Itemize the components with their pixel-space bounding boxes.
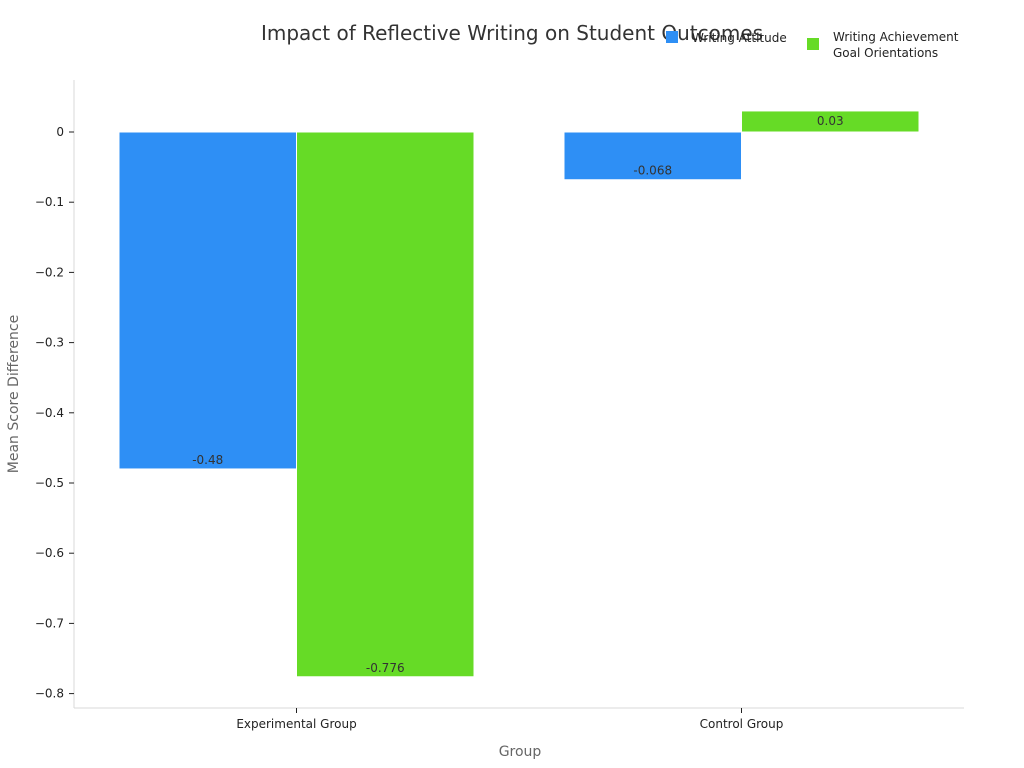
x-tick-label-control-group: Control Group <box>700 717 784 731</box>
y-tick-label: −0.2 <box>35 265 64 279</box>
legend-swatch-writing-achievement-goal-orientations <box>807 38 819 50</box>
y-axis-title: Mean Score Difference <box>6 315 22 473</box>
data-labels-group: -0.48 -0.068 -0.776 0.03 <box>192 114 843 675</box>
x-ticks-group: Experimental Group Control Group <box>236 708 783 731</box>
bar-control-group-writing-attitude <box>563 131 742 181</box>
data-label-control-group-writing-achievement-goal-orientations: 0.03 <box>817 114 844 128</box>
legend-label-writing-achievement-goal-orientations: Writing Achievement Goal Orientations <box>833 30 959 60</box>
bars-group <box>118 110 920 678</box>
bar-control-group-writing-achievement-goal-orientations <box>741 110 920 133</box>
legend-label-writing-attitude: Writing Attitude <box>692 31 787 45</box>
bar-experimental-group-writing-achievement-goal-orientations <box>296 131 475 678</box>
legend-swatch-writing-attitude <box>666 31 678 43</box>
y-tick-label: −0.4 <box>35 406 64 420</box>
y-ticks-group: 0 −0.1 −0.2 −0.3 −0.4 −0.5 −0.6 −0.7 −0.8 <box>35 125 74 701</box>
x-tick-label-experimental-group: Experimental Group <box>236 717 356 731</box>
bar-experimental-group-writing-attitude <box>118 131 297 470</box>
y-tick-label: −0.6 <box>35 546 64 560</box>
x-axis-title: Group <box>499 744 542 760</box>
data-label-control-group-writing-attitude: -0.068 <box>633 164 672 178</box>
y-tick-label: 0 <box>56 125 64 139</box>
y-tick-label: −0.1 <box>35 195 64 209</box>
legend: Writing Attitude Writing Achievement Goal … <box>666 30 959 60</box>
data-label-experimental-group-writing-attitude: -0.48 <box>192 453 223 467</box>
y-tick-label: −0.7 <box>35 616 64 630</box>
data-label-experimental-group-writing-achievement-goal-orientations: -0.776 <box>366 661 405 675</box>
y-tick-label: −0.3 <box>35 336 64 350</box>
y-tick-label: −0.8 <box>35 687 64 701</box>
chart-title: Impact of Reflective Writing on Student … <box>261 21 763 45</box>
y-tick-label: −0.5 <box>35 476 64 490</box>
